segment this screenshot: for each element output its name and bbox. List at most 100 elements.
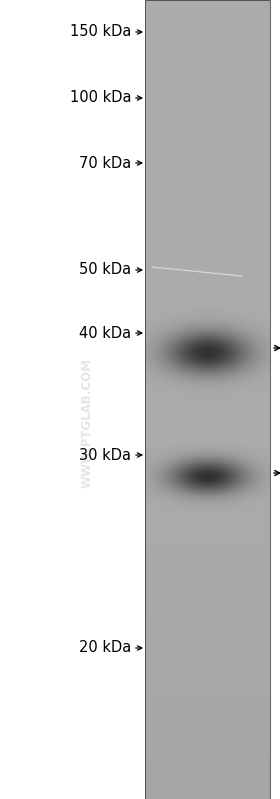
Bar: [145, 381, 270, 384]
Bar: [145, 300, 270, 301]
Bar: [145, 611, 270, 614]
Bar: [145, 454, 270, 455]
Bar: [145, 268, 270, 269]
Bar: [145, 785, 270, 787]
Bar: [145, 417, 270, 419]
Bar: [145, 601, 270, 603]
Bar: [145, 763, 270, 765]
Bar: [145, 22, 270, 24]
Bar: [145, 537, 270, 539]
Bar: [145, 225, 270, 228]
Bar: [145, 465, 270, 467]
Bar: [145, 595, 270, 597]
Bar: [145, 463, 270, 465]
Bar: [145, 651, 270, 653]
Bar: [145, 93, 270, 96]
Bar: [145, 380, 270, 381]
Bar: [145, 419, 270, 422]
Bar: [145, 217, 270, 220]
Bar: [145, 713, 270, 715]
Bar: [145, 718, 270, 719]
Bar: [145, 337, 270, 340]
Bar: [145, 655, 270, 657]
Bar: [145, 543, 270, 545]
Bar: [145, 364, 270, 366]
Bar: [145, 112, 270, 114]
Bar: [145, 423, 270, 425]
Bar: [145, 781, 270, 783]
Bar: [145, 332, 270, 334]
Bar: [145, 220, 270, 222]
Bar: [145, 575, 270, 577]
Bar: [145, 150, 270, 152]
Bar: [145, 649, 270, 651]
Bar: [145, 160, 270, 161]
Bar: [145, 411, 270, 414]
Text: WWW.PTGLAB.COM: WWW.PTGLAB.COM: [80, 359, 93, 488]
Bar: [145, 431, 270, 433]
Bar: [145, 376, 270, 377]
Bar: [145, 345, 270, 348]
Text: 30 kDa: 30 kDa: [79, 447, 131, 463]
Bar: [145, 96, 270, 98]
Bar: [145, 129, 270, 132]
Bar: [145, 767, 270, 769]
Bar: [145, 180, 270, 182]
Bar: [145, 70, 270, 72]
Bar: [145, 80, 270, 82]
Bar: [145, 566, 270, 567]
Bar: [145, 662, 270, 663]
Bar: [145, 280, 270, 282]
Bar: [145, 352, 270, 353]
Bar: [145, 529, 270, 531]
Bar: [145, 797, 270, 799]
Bar: [145, 439, 270, 441]
Bar: [145, 631, 270, 633]
Bar: [145, 60, 270, 62]
Bar: [145, 56, 270, 58]
Bar: [145, 30, 270, 32]
Bar: [145, 385, 270, 388]
Bar: [145, 451, 270, 453]
Bar: [145, 270, 270, 272]
Bar: [145, 585, 270, 587]
Bar: [145, 288, 270, 289]
Bar: [145, 224, 270, 225]
Bar: [145, 277, 270, 280]
Bar: [145, 116, 270, 117]
Bar: [145, 392, 270, 393]
Bar: [145, 76, 270, 78]
Bar: [145, 8, 270, 10]
Bar: [145, 241, 270, 244]
Bar: [145, 178, 270, 180]
Bar: [145, 438, 270, 439]
Bar: [145, 606, 270, 607]
Bar: [145, 400, 270, 401]
Bar: [145, 667, 270, 669]
Bar: [145, 282, 270, 284]
Bar: [145, 579, 270, 581]
Bar: [145, 348, 270, 350]
Bar: [145, 795, 270, 797]
Bar: [145, 663, 270, 665]
Bar: [145, 687, 270, 689]
Bar: [145, 289, 270, 292]
Bar: [145, 208, 270, 209]
Bar: [145, 246, 270, 248]
Bar: [145, 531, 270, 534]
Bar: [145, 478, 270, 479]
Bar: [145, 775, 270, 777]
Bar: [145, 793, 270, 795]
Bar: [145, 142, 270, 144]
Bar: [145, 670, 270, 671]
Bar: [145, 582, 270, 583]
Bar: [145, 699, 270, 702]
Bar: [145, 678, 270, 679]
Bar: [145, 249, 270, 252]
Bar: [145, 86, 270, 88]
Bar: [145, 503, 270, 505]
Bar: [145, 204, 270, 206]
Bar: [145, 260, 270, 261]
Bar: [145, 153, 270, 156]
Bar: [145, 64, 270, 66]
